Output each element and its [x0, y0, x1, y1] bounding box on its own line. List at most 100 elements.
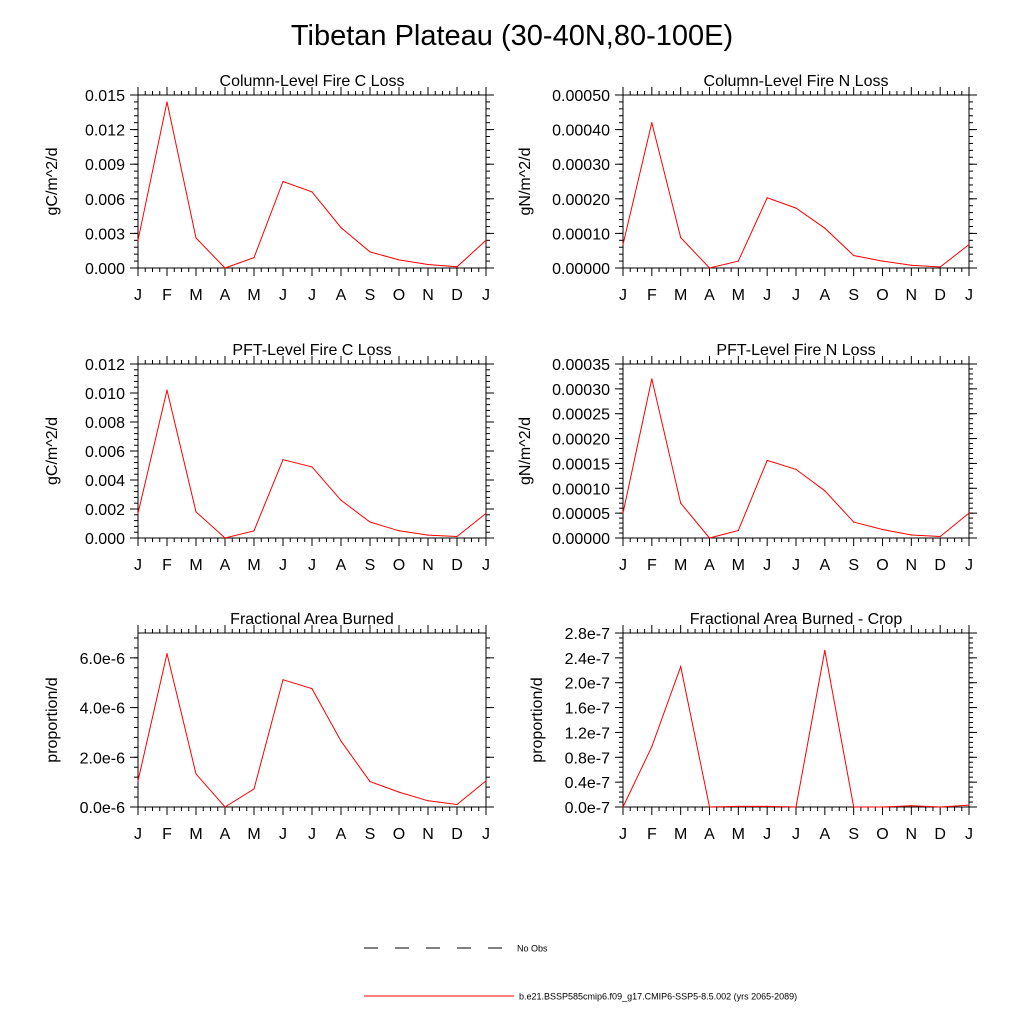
x-tick-label: F	[162, 826, 172, 843]
x-tick-label: O	[393, 287, 405, 304]
chart-panel-6: Fractional Area Burned - Crop proportion/…	[529, 611, 977, 843]
x-tick-label: M	[674, 287, 687, 304]
x-tick-label: J	[792, 826, 800, 843]
data-point	[253, 788, 255, 790]
data-point	[224, 537, 226, 539]
data-point	[282, 180, 284, 183]
x-tick-label: M	[674, 826, 687, 843]
x-tick-label: J	[134, 557, 142, 574]
data-point	[369, 781, 371, 783]
x-tick-label: M	[732, 287, 745, 304]
x-tick-label: J	[965, 826, 973, 843]
data-point	[939, 266, 941, 268]
x-tick-label: J	[763, 557, 771, 574]
data-point	[253, 257, 255, 259]
x-tick-label: M	[247, 287, 260, 304]
y-tick-label: 0.015	[85, 88, 125, 105]
plot-frame	[622, 363, 970, 539]
x-tick-label: J	[279, 287, 287, 304]
legend-model-label: b.e21.BSSP585cmip6.f09_g17.CMIP6-SSP5-8.…	[519, 992, 797, 1002]
data-point	[853, 521, 855, 523]
data-point	[137, 239, 139, 241]
x-tick-label: O	[393, 557, 405, 574]
y-tick-label: 0.00030	[552, 157, 610, 174]
x-tick-label: A	[704, 557, 715, 574]
series-line	[137, 101, 487, 269]
data-point	[910, 264, 912, 266]
data-point	[398, 530, 400, 532]
x-tick-label: M	[732, 826, 745, 843]
data-point	[311, 191, 313, 193]
x-tick-label: J	[965, 287, 973, 304]
y-axis-label: gC/m^2/d	[44, 148, 61, 216]
data-point	[766, 459, 768, 462]
y-tick-label: 2.8e-7	[565, 626, 610, 643]
x-tick-label: N	[422, 826, 434, 843]
y-tick-label: 0.00005	[552, 506, 610, 523]
legend-obs-label: No Obs	[517, 944, 548, 954]
x-tick-label: S	[848, 287, 859, 304]
y-tick-label: 0.00030	[552, 382, 610, 399]
x-tick-label: A	[336, 826, 347, 843]
data-point	[456, 803, 458, 806]
data-point	[253, 530, 255, 532]
x-tick-label: M	[189, 826, 202, 843]
x-tick-label: J	[279, 826, 287, 843]
data-point	[195, 237, 197, 239]
x-tick-label: N	[422, 557, 434, 574]
y-tick-label: 0.8e-7	[565, 750, 610, 767]
chart-title: Column-Level Fire C Loss	[220, 73, 405, 90]
x-tick-label: J	[482, 826, 490, 843]
data-point	[651, 122, 653, 124]
y-tick-label: 0.00010	[552, 226, 610, 243]
y-axis-label: proportion/d	[44, 677, 61, 762]
x-tick-label: D	[934, 557, 946, 574]
data-point	[398, 791, 400, 793]
data-point	[166, 653, 168, 655]
data-point	[137, 780, 139, 782]
data-point	[824, 490, 826, 492]
data-point	[968, 512, 970, 514]
x-tick-label: D	[451, 287, 463, 304]
x-tick-label: A	[220, 287, 231, 304]
x-tick-label: D	[934, 287, 946, 304]
x-tick-label: S	[365, 557, 376, 574]
data-point	[311, 688, 313, 690]
data-point	[485, 512, 487, 514]
series-line	[622, 650, 970, 808]
data-point	[795, 806, 797, 808]
x-tick-label: D	[451, 826, 463, 843]
data-point	[737, 529, 739, 532]
x-tick-label: J	[619, 557, 627, 574]
data-point	[708, 267, 711, 269]
page-title: Tibetan Plateau (30-40N,80-100E)	[290, 20, 734, 52]
data-point	[737, 260, 739, 262]
legend: No Obs b.e21.BSSP585cmip6.f09_g17.CMIP6-…	[364, 944, 797, 1002]
x-tick-label: O	[876, 557, 888, 574]
data-point	[824, 649, 826, 652]
y-tick-label: 0.00015	[552, 456, 610, 473]
x-tick-label: S	[848, 557, 859, 574]
x-tick-label: F	[162, 557, 172, 574]
x-tick-label: J	[792, 557, 800, 574]
data-point	[622, 243, 624, 246]
plot-frame	[137, 363, 487, 539]
data-point	[708, 806, 711, 808]
y-tick-label: 0.00000	[552, 531, 610, 548]
data-point	[853, 806, 855, 808]
y-tick-label: 1.6e-7	[565, 701, 610, 718]
y-tick-label: 0.008	[85, 415, 125, 432]
x-tick-label: N	[906, 557, 918, 574]
data-point	[427, 800, 429, 802]
data-point	[910, 534, 912, 536]
y-tick-label: 4.0e-6	[80, 701, 125, 718]
data-point	[166, 389, 168, 391]
data-point	[311, 466, 313, 468]
y-axis-label: gN/m^2/d	[517, 417, 534, 485]
data-point	[680, 502, 682, 504]
y-tick-label: 0.012	[85, 357, 125, 374]
chart-title: Column-Level Fire N Loss	[704, 73, 889, 90]
y-tick-label: 0.0e-6	[80, 800, 125, 817]
